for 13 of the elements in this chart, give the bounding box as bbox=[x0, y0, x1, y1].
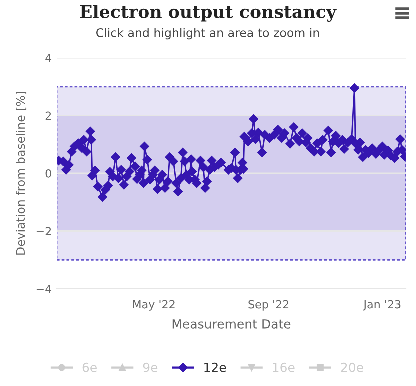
x-tick-label: May '22 bbox=[133, 300, 175, 311]
x-axis-title: Measurement Date bbox=[172, 320, 291, 329]
y-tick-label: −2 bbox=[36, 227, 52, 236]
y-tick-label: 0 bbox=[46, 169, 52, 178]
y-tick-label: −4 bbox=[36, 285, 52, 294]
legend-label: 12e bbox=[204, 362, 226, 372]
y-axis-title: Deviation from baseline [%] bbox=[16, 92, 27, 255]
y-tick-label: 4 bbox=[46, 54, 52, 62]
y-tick-label: 2 bbox=[46, 112, 52, 120]
x-tick-label: Sep '22 bbox=[248, 300, 289, 311]
chart-subtitle: Click and highlight an area to zoom in bbox=[96, 28, 320, 40]
chart-title: Electron output constancy bbox=[80, 4, 337, 22]
x-tick-label: Jan '23 bbox=[363, 300, 401, 311]
